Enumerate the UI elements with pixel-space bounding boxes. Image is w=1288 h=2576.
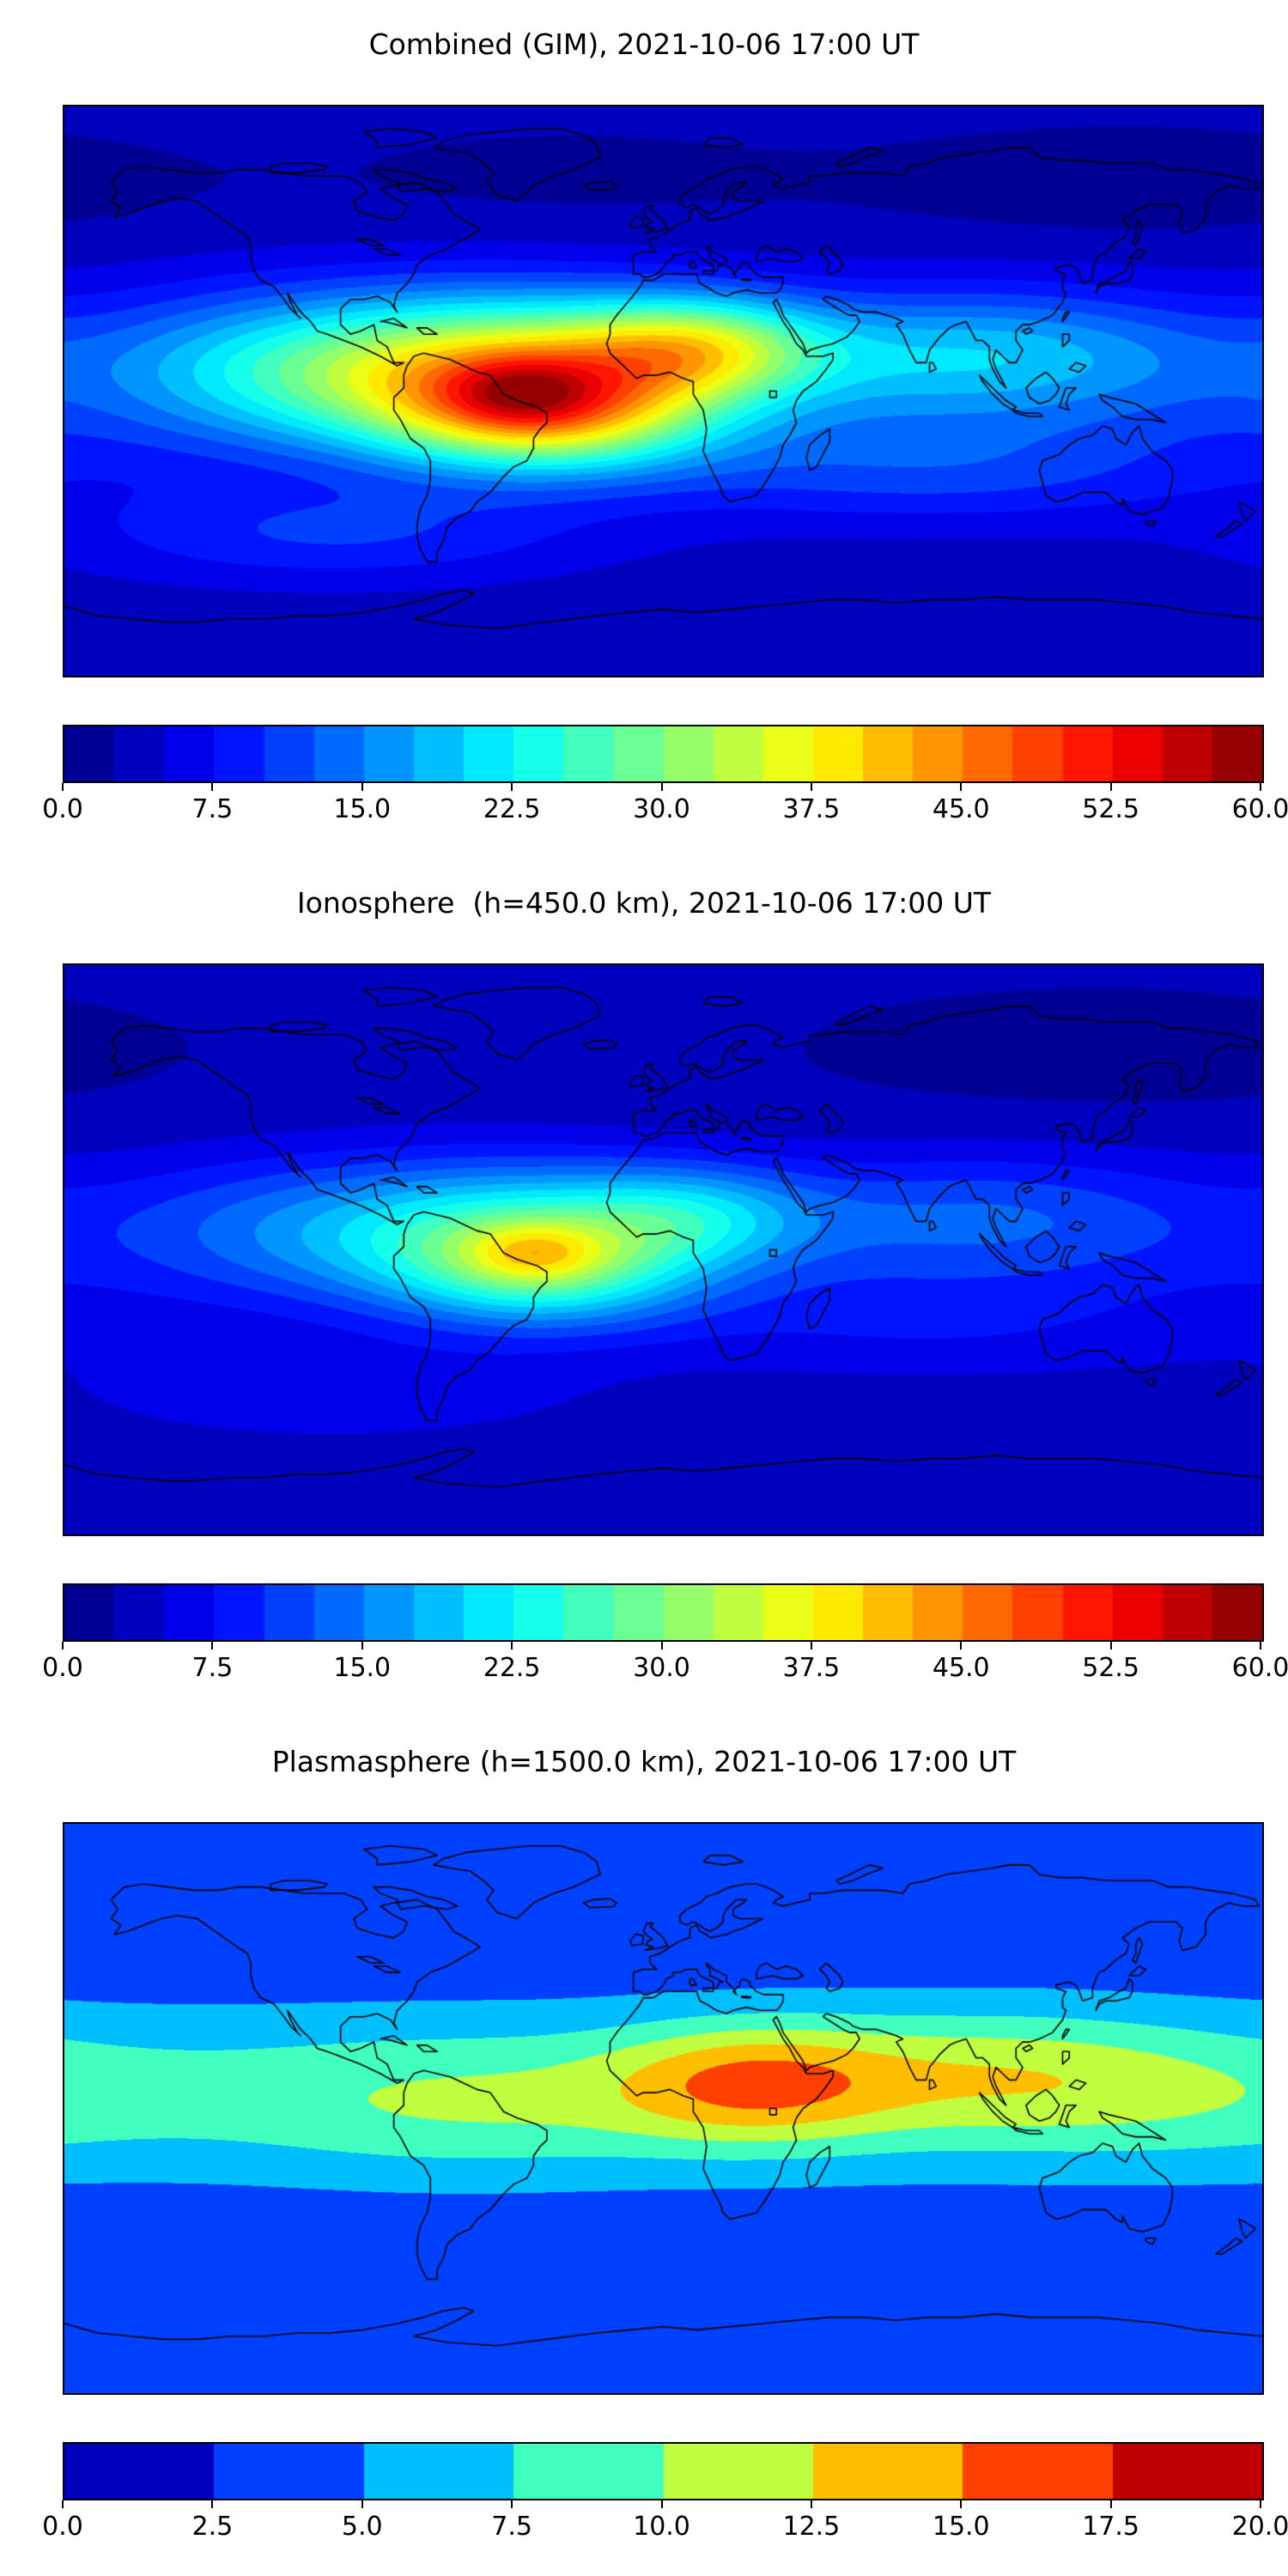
colorbar-tick-mark: [1109, 1642, 1112, 1649]
colorbar-tick-mark: [1109, 2500, 1112, 2508]
colorbar-tick-labels: 0.0 7.5 15.0 22.5 30.0 37.5 45.0 52.5 60.0: [42, 1642, 1288, 1697]
colorbar-tick-label: 22.5: [483, 794, 541, 824]
colorbar-tick-mark: [361, 2500, 363, 2508]
colorbar-tick-label: 0.0: [42, 2512, 83, 2542]
colorbar-tick-mark: [211, 1642, 214, 1649]
colorbar-canvas: [64, 2444, 1262, 2499]
colorbar-tick-mark: [1260, 783, 1261, 791]
colorbar-tick-label: 30.0: [633, 1653, 690, 1683]
colorbar-tick-label: 7.5: [491, 2512, 532, 2542]
colorbar-tick-mark: [1109, 783, 1112, 791]
colorbar-tick-mark: [1260, 1642, 1261, 1649]
colorbar-tick-label: 15.0: [333, 794, 392, 824]
colorbar-tick-label: 15.0: [333, 1653, 392, 1683]
colorbar-tick-label: 7.5: [191, 1653, 234, 1683]
panel-ionosphere: Ionosphere (h=450.0 km), 2021-10-06 17:0…: [0, 859, 1288, 1717]
colorbar-tick-label: 22.5: [483, 1653, 541, 1683]
contour-map-canvas: [64, 106, 1262, 676]
colorbar-frame: [63, 2442, 1264, 2500]
colorbar-tick-mark: [211, 2500, 214, 2508]
colorbar-tick-labels: 0.0 2.5 5.0 7.5 10.0 12.5 15.0 17.5 20.0: [42, 2500, 1288, 2555]
colorbar-tick-mark: [660, 2500, 663, 2508]
colorbar-tick-mark: [511, 783, 513, 791]
colorbar-frame: [63, 725, 1264, 783]
contour-map-canvas: [64, 1824, 1262, 2393]
contour-map-canvas: [64, 965, 1262, 1534]
colorbar-tick-mark: [511, 2500, 513, 2508]
colorbar-tick-mark: [660, 1642, 663, 1649]
panel-title: Plasmasphere (h=1500.0 km), 2021-10-06 1…: [271, 1745, 1017, 1778]
panel-title: Combined (GIM), 2021-10-06 17:00 UT: [368, 27, 920, 61]
colorbar-tick-mark: [511, 1642, 513, 1649]
colorbar-tick-label: 12.5: [782, 2512, 841, 2542]
panel-plasmasphere: Plasmasphere (h=1500.0 km), 2021-10-06 1…: [0, 1717, 1288, 2576]
colorbar-tick-mark: [960, 1642, 963, 1649]
colorbar-tick-label: 20.0: [1231, 2512, 1288, 2542]
colorbar-tick-label: 37.5: [782, 794, 841, 824]
colorbar-tick-mark: [62, 783, 64, 791]
colorbar-tick-label: 7.5: [191, 794, 234, 824]
colorbar-tick-label: 52.5: [1082, 1653, 1140, 1683]
colorbar-canvas: [64, 1585, 1262, 1640]
panel-combined-gim: Combined (GIM), 2021-10-06 17:00 UT 0.0 7…: [0, 0, 1288, 859]
colorbar-tick-label: 15.0: [932, 2512, 990, 2542]
colorbar-tick-mark: [810, 1642, 812, 1649]
colorbar-canvas: [64, 726, 1262, 781]
colorbar-tick-mark: [810, 2500, 812, 2508]
colorbar-tick-label: 52.5: [1082, 794, 1140, 824]
colorbar-tick-label: 60.0: [1231, 1653, 1288, 1683]
colorbar-tick-mark: [361, 1642, 363, 1649]
colorbar-tick-mark: [960, 2500, 963, 2508]
colorbar-frame: [63, 1583, 1264, 1642]
colorbar-tick-label: 60.0: [1231, 794, 1288, 824]
colorbar-tick-mark: [62, 1642, 64, 1649]
colorbar-tick-mark: [960, 783, 963, 791]
colorbar-tick-mark: [62, 2500, 64, 2508]
colorbar-tick-label: 45.0: [932, 794, 990, 824]
world-map-frame: [63, 1822, 1264, 2395]
colorbar-tick-label: 0.0: [42, 1653, 83, 1683]
colorbar-tick-label: 37.5: [782, 1653, 841, 1683]
colorbar-tick-mark: [361, 783, 363, 791]
panel-title: Ionosphere (h=450.0 km), 2021-10-06 17:0…: [296, 886, 992, 920]
colorbar-tick-mark: [211, 783, 214, 791]
colorbar-tick-label: 2.5: [191, 2512, 234, 2542]
world-map-frame: [63, 105, 1264, 677]
colorbar-tick-label: 45.0: [932, 1653, 990, 1683]
colorbar-tick-label: 10.0: [633, 2512, 690, 2542]
colorbar-tick-label: 0.0: [42, 794, 83, 824]
colorbar-tick-mark: [1260, 2500, 1261, 2508]
world-map-frame: [63, 963, 1264, 1536]
colorbar-tick-labels: 0.0 7.5 15.0 22.5 30.0 37.5 45.0 52.5 60.0: [42, 783, 1288, 838]
colorbar-tick-mark: [810, 783, 812, 791]
colorbar-tick-label: 30.0: [633, 794, 690, 824]
colorbar-tick-label: 17.5: [1082, 2512, 1140, 2542]
colorbar-tick-label: 5.0: [341, 2512, 383, 2542]
colorbar-tick-mark: [660, 783, 663, 791]
